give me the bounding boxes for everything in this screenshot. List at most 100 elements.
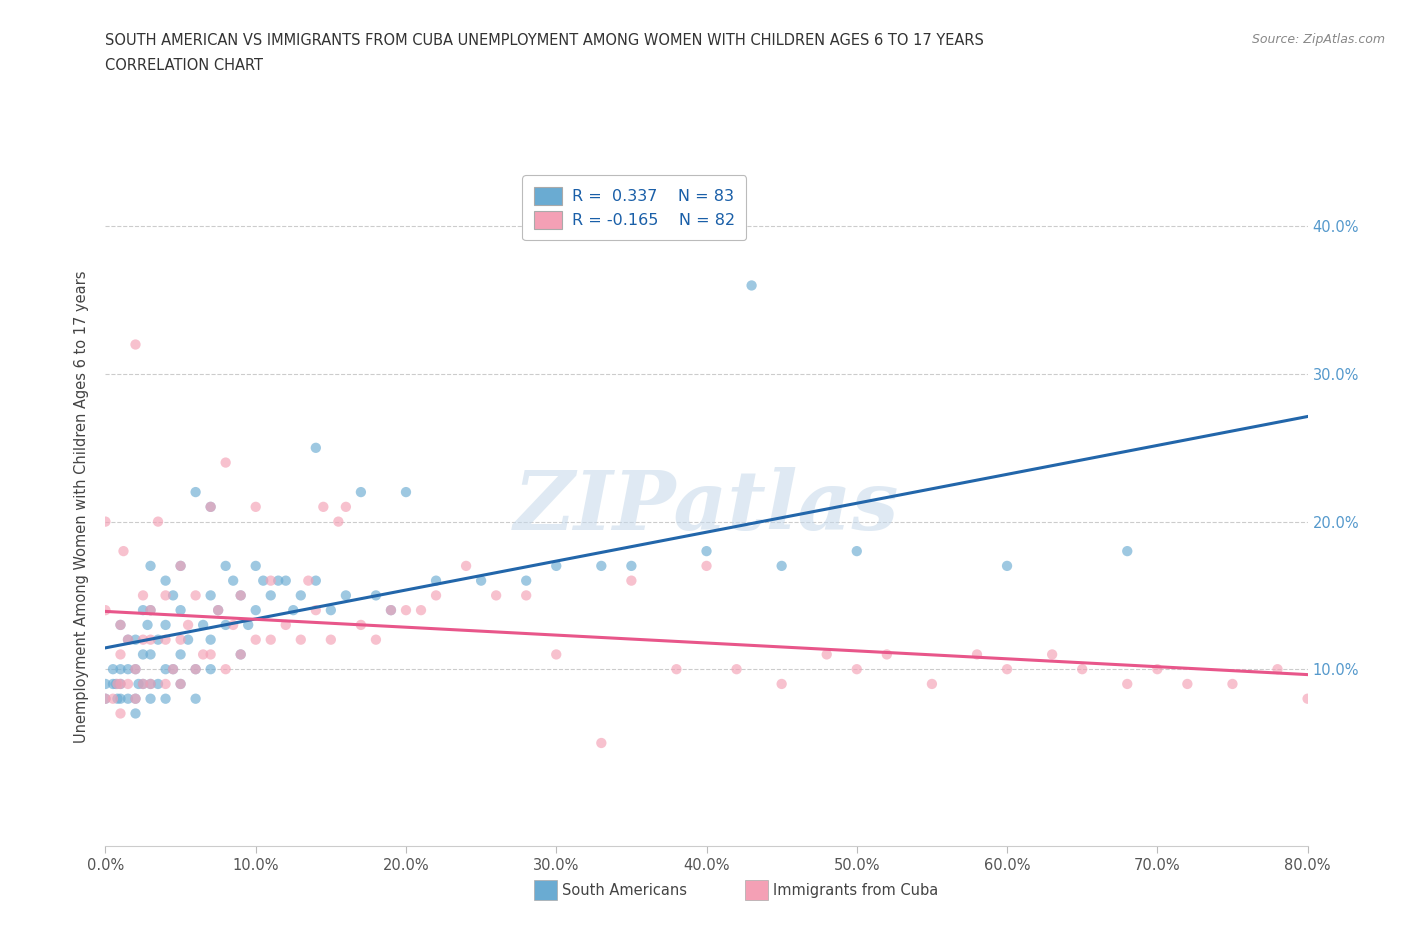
Point [110,676,132,691]
Point [162,662,184,677]
Point [200,632,222,647]
Point [155,573,177,588]
Point [815,647,838,662]
Point [591,736,613,751]
Point [409,603,432,618]
Point [155,676,177,691]
Point [425,588,447,603]
Point [297,573,319,588]
Point [155,588,177,603]
Point [124,337,146,352]
Point [107,691,129,706]
Point [1116,544,1139,559]
Point [245,499,267,514]
Point [214,618,236,632]
Point [222,573,245,588]
Point [169,676,191,691]
Point [245,558,267,573]
Point [132,632,155,647]
Text: South Americans: South Americans [562,883,688,897]
Point [515,588,537,603]
Point [94,514,117,529]
Point [214,558,236,573]
Point [169,632,191,647]
Point [312,499,335,514]
Point [238,618,260,632]
Point [146,676,169,691]
Point [515,573,537,588]
Point [305,573,328,588]
Point [184,691,207,706]
Text: Immigrants from Cuba: Immigrants from Cuba [773,883,939,897]
Point [546,558,568,573]
Point [94,676,117,691]
Point [395,485,418,499]
Point [146,632,169,647]
Point [350,485,373,499]
Point [124,691,146,706]
Point [283,603,305,618]
Point [845,544,868,559]
Point [267,573,290,588]
Point [124,691,146,706]
Point [110,647,132,662]
Point [995,558,1018,573]
Point [319,603,342,618]
Point [546,647,568,662]
Point [169,558,191,573]
Point [117,662,139,677]
Point [260,632,283,647]
Text: CORRELATION CHART: CORRELATION CHART [105,58,263,73]
Point [169,676,191,691]
Point [117,676,139,691]
Point [177,632,200,647]
Point [104,676,127,691]
Point [124,632,146,647]
Point [229,647,252,662]
Point [620,558,643,573]
Point [485,588,508,603]
Point [1146,662,1168,677]
Point [117,632,139,647]
Point [364,632,387,647]
Point [290,588,312,603]
Point [696,544,718,559]
Point [214,455,236,470]
Point [229,588,252,603]
Point [162,662,184,677]
Point [155,632,177,647]
Point [132,603,155,618]
Point [770,558,793,573]
Point [155,691,177,706]
Point [319,632,342,647]
Point [107,676,129,691]
Point [207,603,229,618]
Point [260,573,283,588]
Point [124,706,146,721]
Point [169,558,191,573]
Point [110,706,132,721]
Point [966,647,988,662]
Point [335,588,357,603]
Point [305,603,328,618]
Point [252,573,274,588]
Point [1071,662,1094,677]
Point [136,618,159,632]
Point [132,588,155,603]
Point [200,588,222,603]
Point [380,603,402,618]
Point [696,558,718,573]
Point [169,647,191,662]
Point [124,662,146,677]
Point [741,278,763,293]
Point [184,662,207,677]
Point [229,588,252,603]
Point [245,603,267,618]
Point [200,647,222,662]
Point [155,618,177,632]
Point [94,691,117,706]
Point [395,603,418,618]
Point [132,676,155,691]
Text: SOUTH AMERICAN VS IMMIGRANTS FROM CUBA UNEMPLOYMENT AMONG WOMEN WITH CHILDREN AG: SOUTH AMERICAN VS IMMIGRANTS FROM CUBA U… [105,33,984,47]
Point [290,632,312,647]
